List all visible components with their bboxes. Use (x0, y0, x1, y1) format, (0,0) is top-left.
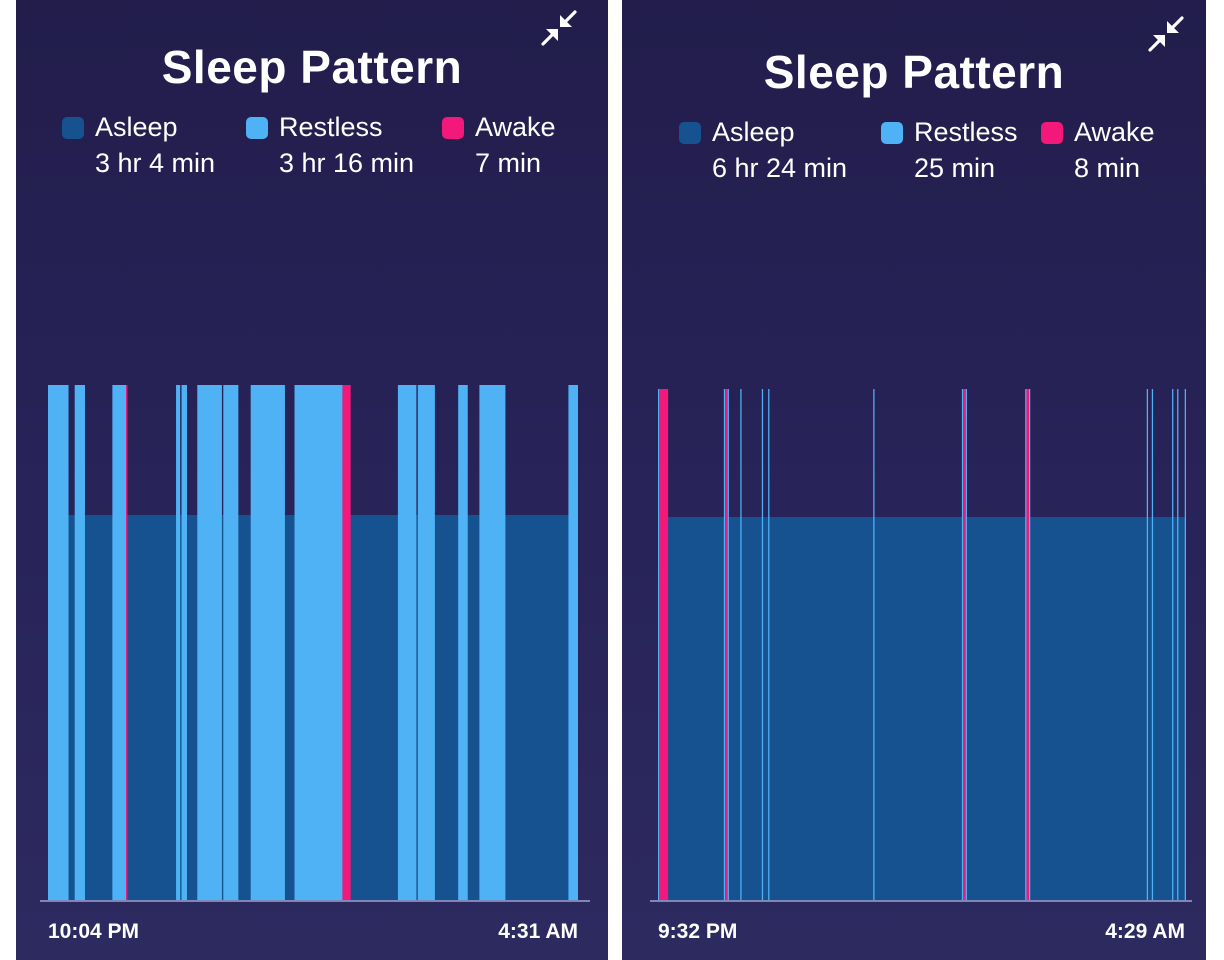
legend-label: Restless (279, 112, 383, 142)
awake-swatch (442, 117, 464, 139)
end-time-label: 4:31 AM (498, 920, 578, 943)
legend-label: Asleep (95, 112, 178, 142)
legend: Asleep 3 hr 4 min Restless 3 hr 16 min A… (16, 112, 608, 182)
awake-bar (126, 385, 128, 900)
awake-bar (342, 385, 351, 900)
awake-bar (659, 389, 669, 900)
restless-bar (1028, 389, 1031, 900)
restless-bar (740, 389, 742, 900)
restless-bar (176, 385, 181, 900)
legend-duration: 25 min (914, 153, 996, 183)
sleep-chart (40, 385, 590, 902)
restless-bar (658, 389, 660, 900)
restless-swatch (246, 117, 268, 139)
restless-bar (1172, 389, 1174, 900)
asleep-band (658, 517, 1186, 900)
awake-bar (963, 389, 966, 900)
restless-bar (479, 385, 506, 900)
collapse-button[interactable] (539, 8, 579, 48)
restless-bar (1177, 389, 1179, 900)
restless-bar (1184, 389, 1186, 900)
start-time-label: 9:32 PM (658, 920, 738, 943)
restless-bar (417, 385, 435, 900)
legend-duration: 3 hr 16 min (279, 148, 415, 178)
restless-bar (1151, 389, 1154, 900)
legend-duration: 3 hr 4 min (95, 148, 216, 178)
restless-bar (223, 385, 239, 900)
restless-bar (112, 385, 127, 900)
restless-bar (873, 389, 875, 900)
start-time-label: 10:04 PM (48, 920, 140, 943)
awake-swatch (1041, 122, 1063, 144)
asleep-swatch (679, 122, 701, 144)
restless-bar (1025, 389, 1027, 900)
restless-swatch (881, 122, 903, 144)
legend-label: Awake (1074, 117, 1155, 147)
restless-bar (723, 389, 726, 900)
legend-duration: 7 min (475, 148, 542, 178)
legend-label: Asleep (712, 117, 795, 147)
restless-bar (568, 385, 578, 900)
sleep-pattern-panel-left: Sleep Pattern Asleep 3 hr 4 min Restless… (16, 0, 608, 960)
end-time-label: 4:29 AM (1105, 920, 1185, 943)
legend: Asleep 6 hr 24 min Restless 25 min Awake… (622, 117, 1206, 187)
restless-bar (181, 385, 188, 900)
chart-title: Sleep Pattern (161, 41, 463, 93)
restless-bar (250, 385, 285, 900)
collapse-arrows-icon (541, 10, 577, 46)
legend-label: Restless (914, 117, 1018, 147)
chart-title: Sleep Pattern (763, 46, 1065, 98)
awake-bar (725, 389, 728, 900)
restless-bar (294, 385, 343, 900)
collapse-arrows-icon (1148, 16, 1184, 52)
legend-duration: 6 hr 24 min (712, 153, 848, 183)
asleep-swatch (62, 117, 84, 139)
legend-label: Awake (475, 112, 556, 142)
restless-bar (1146, 389, 1149, 900)
legend-duration: 8 min (1074, 153, 1141, 183)
restless-bar (965, 389, 967, 900)
sleep-pattern-panel-right: Sleep Pattern Asleep 6 hr 24 min Restles… (622, 0, 1206, 960)
awake-bar (1026, 389, 1029, 900)
restless-bar (397, 385, 417, 900)
restless-bar (458, 385, 468, 900)
sleep-chart (650, 389, 1192, 902)
restless-bar (727, 389, 729, 900)
restless-bar (197, 385, 222, 900)
restless-bar (961, 389, 964, 900)
restless-bar (48, 385, 69, 900)
restless-bar (761, 389, 764, 900)
restless-bar (768, 389, 770, 900)
restless-bar (74, 385, 85, 900)
collapse-button[interactable] (1146, 14, 1186, 54)
